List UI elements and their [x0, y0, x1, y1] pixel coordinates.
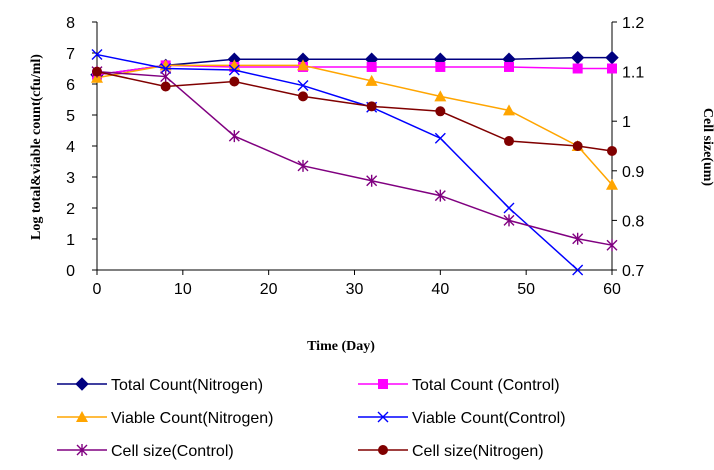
x-tick-label: 20 — [260, 281, 278, 298]
legend-marker — [76, 411, 88, 422]
data-point — [160, 70, 172, 83]
data-point — [605, 50, 619, 65]
legend-label: Viable Count(Control) — [412, 410, 566, 427]
x-tick-label: 0 — [93, 281, 102, 298]
legend-marker — [377, 411, 389, 423]
y-left-tick-label: 2 — [66, 201, 75, 218]
data-point — [607, 145, 617, 156]
series-line — [96, 53, 579, 271]
data-point — [607, 63, 617, 74]
y-right-tick-label: 0.9 — [622, 164, 644, 181]
y-left-tick-label: 3 — [66, 170, 75, 187]
data-point — [229, 76, 240, 87]
data-point — [434, 90, 447, 102]
y-left-tick-label: 4 — [66, 139, 75, 156]
legend-item: Cell size(Nitrogen) — [358, 443, 544, 460]
data-point — [572, 264, 584, 276]
ticks-group: 0 10 20 30 40 50 60 0 1 2 3 4 5 6 7 8 0.7 0.8 0.9 1 1.1 1.2 — [66, 15, 644, 298]
x-tick-label: 30 — [346, 281, 364, 298]
data-point — [297, 59, 309, 71]
y-right-tick-label: 1 — [622, 114, 631, 131]
data-point — [297, 80, 309, 92]
series-5 — [92, 66, 617, 156]
legend-marker — [378, 445, 388, 455]
legend: Total Count(Nitrogen) Total Count (Contro… — [57, 377, 566, 460]
legend-item: Cell size(Control) — [57, 443, 234, 460]
x-tick-label: 40 — [431, 281, 449, 298]
data-point — [366, 101, 377, 112]
x-tick-label: 60 — [603, 281, 621, 298]
data-point — [503, 202, 515, 214]
y-left-tick-label: 1 — [66, 232, 75, 249]
data-point — [606, 178, 618, 190]
data-point — [366, 61, 377, 72]
x-axis-title: Time (Day) — [307, 339, 375, 354]
y-right-tick-label: 1.2 — [622, 15, 644, 32]
legend-item: Total Count (Control) — [358, 377, 560, 394]
x-tick-label: 50 — [517, 281, 535, 298]
data-point — [92, 66, 102, 77]
legend-label: Viable Count(Nitrogen) — [111, 410, 273, 427]
data-point — [228, 130, 240, 143]
legend-label: Cell size(Control) — [111, 443, 234, 460]
y-left-tick-label: 6 — [66, 77, 75, 94]
y-right-tick-label: 1.1 — [622, 65, 644, 82]
data-point — [504, 136, 514, 147]
legend-marker — [76, 444, 88, 456]
x-tick-label: 10 — [174, 281, 192, 298]
legend-marker — [75, 377, 89, 391]
data-point — [435, 61, 446, 72]
data-point — [504, 61, 514, 72]
data-point — [228, 64, 240, 76]
y-left-tick-label: 5 — [66, 108, 75, 125]
legend-item: Viable Count(Nitrogen) — [57, 410, 273, 427]
data-point — [160, 63, 172, 74]
legend-label: Total Count (Control) — [412, 377, 560, 394]
data-point — [572, 63, 583, 74]
y-axis-right-title: Cell size(um) — [700, 108, 714, 186]
data-point — [503, 214, 515, 227]
data-point — [503, 104, 515, 116]
data-point — [572, 232, 584, 245]
data-point — [160, 81, 171, 92]
series-3 — [91, 49, 584, 276]
legend-item: Total Count(Nitrogen) — [57, 377, 263, 394]
data-point — [297, 159, 309, 172]
series-line — [96, 70, 613, 246]
data-point — [366, 174, 378, 187]
y-left-tick-label: 7 — [66, 46, 75, 63]
data-point — [434, 132, 446, 144]
y-right-tick-label: 0.8 — [622, 213, 644, 230]
data-point — [435, 106, 446, 117]
data-point — [365, 74, 378, 86]
y-right-tick-label: 0.7 — [622, 263, 644, 280]
data-point — [434, 189, 446, 202]
series-2 — [91, 59, 618, 190]
legend-label: Total Count(Nitrogen) — [111, 377, 263, 394]
legend-label: Cell size(Nitrogen) — [412, 443, 544, 460]
y-left-tick-label: 0 — [66, 263, 75, 280]
y-left-tick-label: 8 — [66, 15, 75, 32]
legend-item: Viable Count(Control) — [358, 410, 566, 427]
series-group — [90, 49, 619, 276]
legend-marker — [378, 379, 388, 389]
data-point — [570, 50, 585, 65]
series-4 — [91, 65, 618, 252]
data-point — [298, 91, 308, 102]
y-axis-left-title: Log total&viable count(cfu/ml) — [29, 54, 44, 240]
data-point — [606, 239, 618, 252]
series-line — [96, 64, 612, 76]
data-point — [572, 141, 583, 151]
data-point — [91, 49, 103, 61]
